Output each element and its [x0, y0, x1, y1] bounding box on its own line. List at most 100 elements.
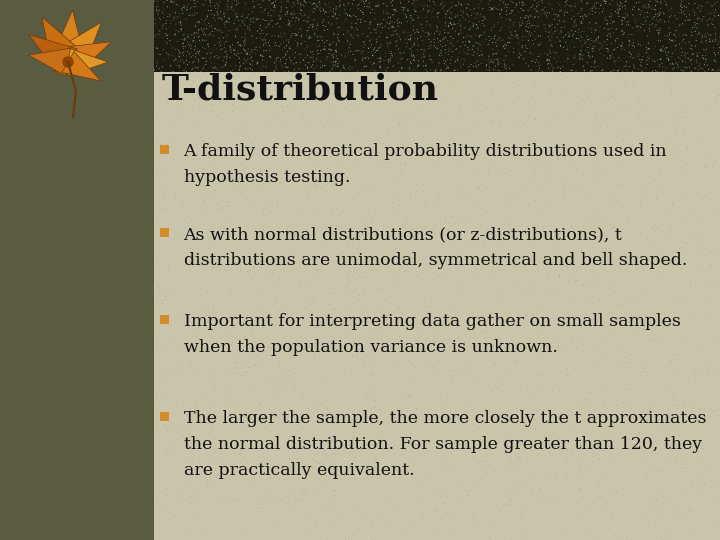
Point: [296, 375, 307, 384]
Point: [333, 36, 344, 44]
Point: [484, 6, 495, 15]
Point: [321, 164, 333, 172]
Point: [568, 401, 580, 409]
Point: [648, 225, 660, 233]
Point: [371, 383, 382, 391]
Point: [364, 37, 375, 45]
Text: The larger the sample, the more closely the t approximates: The larger the sample, the more closely …: [184, 410, 706, 427]
Point: [481, 71, 492, 79]
Point: [184, 4, 196, 13]
Point: [633, 40, 644, 49]
Point: [435, 66, 446, 75]
Point: [200, 21, 212, 30]
Point: [592, 509, 603, 518]
Point: [230, 51, 242, 59]
Point: [228, 19, 240, 28]
Point: [174, 48, 185, 56]
Point: [269, 2, 280, 11]
Point: [665, 220, 677, 228]
Point: [708, 517, 720, 525]
Point: [208, 415, 220, 424]
Point: [546, 392, 558, 401]
Point: [402, 39, 413, 48]
Point: [158, 45, 169, 54]
Point: [649, 517, 660, 526]
Point: [273, 23, 284, 31]
Point: [556, 382, 567, 391]
Point: [660, 229, 672, 238]
Point: [343, 11, 355, 20]
Point: [678, 422, 689, 431]
Point: [170, 397, 181, 406]
Point: [699, 244, 711, 252]
Point: [400, 224, 411, 232]
Point: [220, 297, 232, 306]
Point: [165, 61, 176, 70]
Point: [499, 460, 510, 468]
Point: [701, 214, 712, 223]
Point: [521, 453, 533, 462]
Point: [606, 519, 618, 528]
Point: [576, 454, 588, 462]
Point: [463, 12, 474, 21]
Point: [193, 110, 204, 118]
Point: [559, 285, 570, 293]
Point: [605, 329, 616, 338]
Point: [297, 434, 308, 442]
Point: [441, 508, 452, 516]
Point: [536, 205, 548, 213]
Point: [649, 111, 661, 119]
Point: [529, 158, 541, 167]
Point: [458, 45, 469, 54]
Point: [311, 521, 323, 529]
Point: [228, 50, 240, 58]
Point: [672, 152, 683, 161]
Point: [156, 299, 167, 307]
Point: [634, 228, 645, 237]
Point: [407, 373, 418, 381]
Point: [204, 203, 216, 212]
Point: [535, 430, 546, 439]
Point: [257, 56, 269, 64]
Point: [692, 267, 703, 275]
Point: [219, 20, 230, 29]
Point: [581, 12, 593, 21]
Point: [353, 21, 364, 29]
Point: [198, 274, 210, 282]
Point: [336, 120, 347, 129]
Point: [256, 36, 268, 44]
Point: [705, 411, 716, 420]
Point: [410, 139, 422, 147]
Point: [429, 0, 441, 8]
Point: [518, 430, 530, 438]
Point: [375, 41, 387, 50]
Point: [358, 346, 369, 355]
Point: [646, 102, 657, 110]
Point: [667, 333, 679, 342]
Point: [395, 50, 406, 59]
Point: [521, 392, 532, 401]
Point: [670, 45, 681, 53]
Point: [693, 62, 705, 71]
Point: [358, 38, 369, 46]
Point: [382, 39, 394, 48]
Point: [420, 223, 431, 232]
Point: [482, 56, 494, 65]
Point: [465, 50, 477, 59]
Point: [600, 125, 612, 134]
Point: [171, 26, 182, 35]
Point: [462, 43, 474, 51]
Point: [373, 23, 384, 31]
Point: [533, 122, 544, 130]
Point: [667, 65, 678, 73]
Point: [210, 337, 222, 346]
Point: [411, 0, 423, 5]
Point: [195, 469, 207, 478]
Point: [163, 166, 174, 174]
Point: [570, 356, 582, 365]
Point: [686, 506, 698, 515]
Point: [354, 339, 366, 348]
Point: [369, 15, 381, 24]
Point: [492, 18, 504, 27]
Point: [410, 2, 422, 10]
